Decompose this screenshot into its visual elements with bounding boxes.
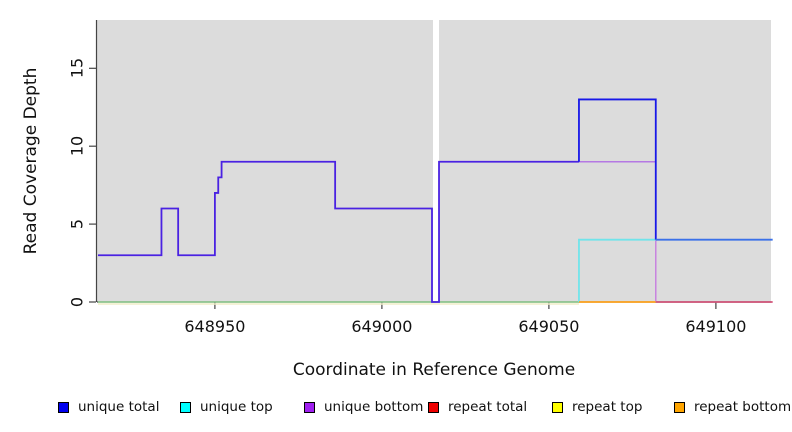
legend-item-unique-total: unique total <box>58 399 159 415</box>
repeat-top-swatch-icon <box>552 401 563 413</box>
legend-item-unique-top: unique top <box>180 399 273 415</box>
legend-item-repeat-total: repeat total <box>428 399 527 415</box>
legend-label: unique bottom <box>324 399 424 415</box>
legend-item-repeat-top: repeat top <box>552 399 642 415</box>
y-tick-label: 0 <box>67 296 87 308</box>
repeat-total-swatch-icon <box>428 401 439 413</box>
legend-label: repeat total <box>448 399 528 415</box>
unique-top-swatch-icon <box>180 401 191 413</box>
legend-label: unique top <box>200 399 273 415</box>
series-unique-top-level4 <box>578 238 656 302</box>
legend-item-unique-bottom: unique bottom <box>304 399 423 415</box>
series-unique-total-bottom-blend <box>98 160 579 303</box>
x-tick-label: 649100 <box>685 317 747 336</box>
legend-label: repeat bottom <box>694 399 792 415</box>
unique-bottom-swatch-icon <box>304 401 315 413</box>
series-unique-total-level13 <box>578 98 657 240</box>
x-tick-label: 648950 <box>184 317 246 336</box>
y-tick-label: 5 <box>67 219 87 230</box>
legend-item-repeat-bottom: repeat bottom <box>674 399 791 415</box>
legend-label: unique total <box>78 399 160 415</box>
x-tick-label: 649000 <box>351 317 413 336</box>
y-axis-title: Read Coverage Depth <box>21 67 41 255</box>
repeat-bottom-swatch-icon <box>674 401 685 413</box>
no-data-gap-stripe <box>432 20 440 301</box>
legend-label: repeat top <box>572 399 643 415</box>
y-tick-label: 15 <box>67 58 87 79</box>
unique-total-swatch-icon <box>58 401 69 413</box>
x-axis-title: Coordinate in Reference Genome <box>292 360 576 380</box>
x-tick-label: 649050 <box>518 317 580 336</box>
y-tick-label: 10 <box>67 136 87 157</box>
